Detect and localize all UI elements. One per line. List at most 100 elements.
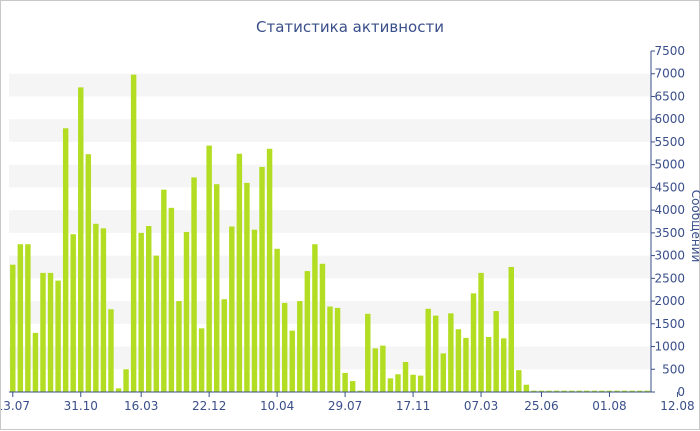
bar xyxy=(501,338,507,392)
y-tick-label: 5000 xyxy=(654,158,685,172)
bar xyxy=(599,390,605,392)
bar xyxy=(440,353,447,392)
bar xyxy=(463,337,469,392)
chart-title: Статистика активности xyxy=(256,18,444,36)
bar xyxy=(334,307,341,392)
x-tick-label: 13.07 xyxy=(1,399,30,413)
bar xyxy=(10,264,16,392)
x-tick-label: 12.08 xyxy=(660,399,694,413)
bar xyxy=(161,189,167,392)
bar xyxy=(108,309,114,392)
bar xyxy=(274,248,280,392)
bar xyxy=(561,390,567,392)
bar xyxy=(621,390,628,392)
bar xyxy=(402,361,409,392)
bar xyxy=(130,74,137,392)
bar xyxy=(266,148,273,392)
bar xyxy=(25,244,31,392)
bar xyxy=(493,311,499,392)
bar xyxy=(259,166,265,392)
bar xyxy=(221,299,227,392)
y-tick-label: 1000 xyxy=(654,340,685,354)
bar xyxy=(417,375,424,392)
x-tick-label: 10.04 xyxy=(260,399,294,413)
y-tick-label: 2500 xyxy=(654,271,685,285)
bar xyxy=(281,302,288,392)
x-tick-label: 25.06 xyxy=(524,399,558,413)
bar xyxy=(93,223,99,392)
y-tick-label: 7500 xyxy=(654,44,685,58)
bar xyxy=(17,244,24,392)
bar xyxy=(100,228,107,392)
bar xyxy=(62,128,69,392)
y-tick-label: 500 xyxy=(662,362,685,376)
bar xyxy=(213,184,220,392)
bar xyxy=(606,390,613,392)
bar xyxy=(478,272,484,392)
bars xyxy=(10,74,650,393)
bar xyxy=(168,207,175,392)
bar xyxy=(55,280,61,392)
bar xyxy=(40,272,46,392)
y-tick-label: 4000 xyxy=(654,203,685,217)
y-tick-label: 3500 xyxy=(654,226,685,240)
bar xyxy=(198,328,205,392)
bar xyxy=(485,336,492,392)
x-tick-label: 17.11 xyxy=(396,399,430,413)
bar xyxy=(591,390,598,392)
bar xyxy=(372,348,379,392)
grid-band xyxy=(9,119,651,142)
bar xyxy=(297,301,303,392)
bar xyxy=(183,231,190,392)
y-axis-ticks: 0 500 1000 1500 2000 2500 3000 3500 4000 4500 5000… xyxy=(651,44,685,399)
bar xyxy=(553,390,560,392)
y-tick-label: 6000 xyxy=(654,112,685,126)
y-tick-label: 2000 xyxy=(654,294,685,308)
bar xyxy=(576,390,582,392)
y-tick-label: 5500 xyxy=(654,135,685,149)
bar xyxy=(191,177,197,392)
bar xyxy=(312,244,318,392)
bar xyxy=(387,378,394,392)
bar xyxy=(538,390,545,392)
bar xyxy=(636,390,643,392)
bar xyxy=(425,308,431,392)
bar xyxy=(32,332,39,392)
y-tick-label: 7000 xyxy=(654,67,685,81)
grid-band xyxy=(9,73,651,97)
bar xyxy=(470,293,477,392)
bar xyxy=(327,306,333,392)
bar xyxy=(304,271,311,392)
bar xyxy=(433,315,439,392)
bar xyxy=(380,345,386,392)
bar xyxy=(349,381,356,392)
bar xyxy=(531,390,537,392)
bar xyxy=(319,263,326,392)
bar xyxy=(244,182,250,392)
x-tick-label: 29.07 xyxy=(328,399,362,413)
bar xyxy=(516,370,522,392)
y-tick-label: 0 xyxy=(677,385,685,399)
y-axis-label: Сообщений xyxy=(689,190,700,263)
bar xyxy=(70,234,76,392)
bar xyxy=(357,390,363,392)
bar xyxy=(78,87,84,393)
bar xyxy=(138,232,144,392)
grid-band xyxy=(9,164,651,188)
x-tick-label: 16.03 xyxy=(124,399,158,413)
bar xyxy=(229,226,235,392)
bar xyxy=(584,390,590,392)
bar xyxy=(206,145,212,392)
bar xyxy=(395,374,401,392)
bar xyxy=(123,369,129,392)
bar xyxy=(365,313,371,392)
x-tick-label: 31.10 xyxy=(64,399,98,413)
x-tick-label: 01.08 xyxy=(592,399,626,413)
bar xyxy=(614,390,620,392)
x-tick-label: 22.12 xyxy=(192,399,226,413)
bar xyxy=(508,266,514,392)
y-tick-label: 1500 xyxy=(654,317,685,331)
bar xyxy=(629,390,635,392)
